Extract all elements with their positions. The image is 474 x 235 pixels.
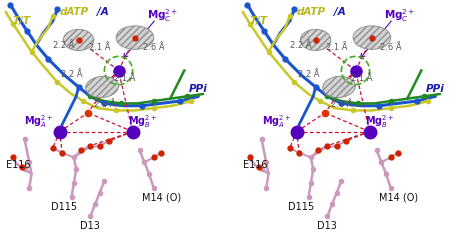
Ellipse shape [116,26,154,49]
Ellipse shape [63,29,94,51]
Text: /A: /A [97,7,109,17]
Ellipse shape [323,76,356,98]
Text: 2.1 Å: 2.1 Å [351,74,372,83]
Ellipse shape [86,76,118,98]
Ellipse shape [353,26,391,49]
Text: D13: D13 [81,221,100,231]
Text: Mg$_C^{2+}$: Mg$_C^{2+}$ [146,7,178,24]
Text: 2.2 Å: 2.2 Å [61,70,82,78]
Text: 2.6 Å: 2.6 Å [330,100,352,109]
Text: E116: E116 [6,160,30,169]
Ellipse shape [300,29,331,51]
Text: PPi: PPi [189,84,208,94]
Text: 2.2 Å: 2.2 Å [298,70,319,78]
Text: 2.2 Å: 2.2 Å [290,41,311,50]
Text: D13: D13 [318,221,337,231]
Text: D115: D115 [288,202,315,212]
Text: 2.6 Å: 2.6 Å [93,100,115,109]
Text: 2.1 Å: 2.1 Å [114,74,135,83]
Text: PPi: PPi [426,84,445,94]
Text: Mg$_C^{2+}$: Mg$_C^{2+}$ [383,7,415,24]
Text: dATP: dATP [297,7,326,17]
Text: Mg$_B^{2+}$: Mg$_B^{2+}$ [365,113,394,129]
Text: Mg$_A^{2+}$: Mg$_A^{2+}$ [262,113,291,129]
Text: Mg$_B^{2+}$: Mg$_B^{2+}$ [128,113,157,129]
Text: M14 (O): M14 (O) [142,192,181,202]
Text: 2.6 Å: 2.6 Å [380,43,401,51]
Text: Mg$_A^{2+}$: Mg$_A^{2+}$ [25,113,54,129]
Text: dATP: dATP [60,7,89,17]
Text: 2.2 Å: 2.2 Å [53,41,74,50]
Text: 2.6 Å: 2.6 Å [143,43,164,51]
Text: T/T: T/T [250,16,268,27]
Text: 2.1 Å: 2.1 Å [326,43,347,51]
Text: E116: E116 [243,160,267,169]
Text: 2.1 Å: 2.1 Å [89,43,110,51]
Text: /A: /A [334,7,346,17]
Text: D115: D115 [51,202,78,212]
Text: M14 (O): M14 (O) [379,192,418,202]
Text: T/T: T/T [13,16,31,27]
